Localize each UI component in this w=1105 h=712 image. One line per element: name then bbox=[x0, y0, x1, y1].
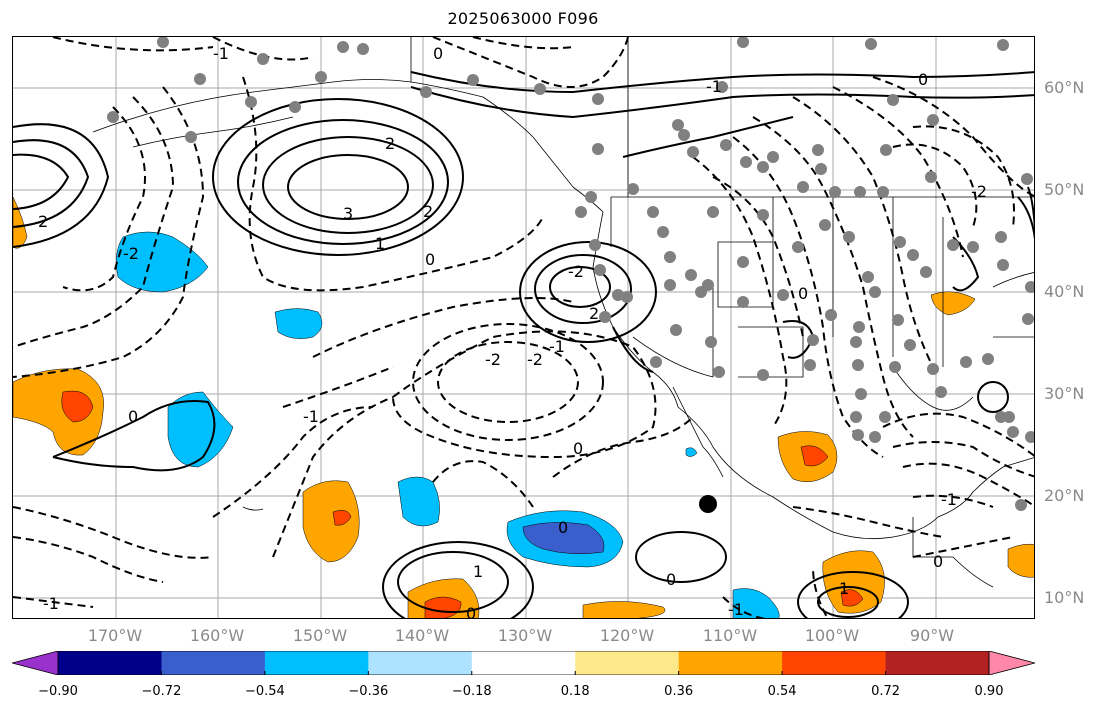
contour-label: 0 bbox=[918, 70, 928, 89]
contour-label: 0 bbox=[666, 570, 676, 589]
map-svg: -1 0 2 3 2 1 0 -2 2 -2 -1 -1 0 -2 0 -1 0… bbox=[13, 37, 1034, 619]
contour-label: -2 bbox=[527, 350, 543, 369]
lat-label: 50°N bbox=[1044, 180, 1085, 199]
colorbar-tick-label: −0.72 bbox=[141, 684, 182, 699]
lat-label: 60°N bbox=[1044, 78, 1085, 97]
lon-label: 140°W bbox=[394, 626, 450, 645]
colorbar-segment bbox=[575, 651, 680, 675]
lat-label: 10°N bbox=[1044, 588, 1085, 607]
contour-label: 2 bbox=[38, 212, 48, 231]
colorbar-segment bbox=[471, 651, 576, 675]
colorbar-tick-label: 0.36 bbox=[664, 684, 694, 699]
lat-label: 30°N bbox=[1044, 384, 1085, 403]
contour-label: -1 bbox=[43, 594, 59, 613]
contour-label: -1 bbox=[941, 490, 957, 509]
colorbar-tick-label: 0.72 bbox=[871, 684, 901, 699]
contour-label: -1 bbox=[706, 77, 722, 96]
lon-label: 90°W bbox=[909, 626, 955, 645]
contour-label: 0 bbox=[128, 407, 138, 426]
colorbar-segment bbox=[58, 651, 162, 675]
colorbar-segment bbox=[264, 651, 369, 675]
colorbar-tick-label: 0.54 bbox=[767, 684, 797, 699]
lon-label: 160°W bbox=[189, 626, 245, 645]
contour-label: 2 bbox=[423, 202, 433, 221]
colorbar-segment bbox=[161, 651, 266, 675]
lon-label: 100°W bbox=[804, 626, 860, 645]
colorbar-segment bbox=[885, 651, 990, 675]
contour-label: -2 bbox=[568, 262, 584, 281]
colorbar-tick-label: −0.18 bbox=[451, 684, 492, 699]
lon-label: 110°W bbox=[702, 626, 758, 645]
contours-positive bbox=[13, 71, 1034, 618]
lon-label: 170°W bbox=[87, 626, 143, 645]
contour-label: -1 bbox=[728, 600, 744, 619]
lat-label: 40°N bbox=[1044, 282, 1085, 301]
contour-label: 0 bbox=[466, 604, 476, 619]
coastlines bbox=[92, 37, 1034, 588]
map-panel: -1 0 2 3 2 1 0 -2 2 -2 -1 -1 0 -2 0 -1 0… bbox=[12, 36, 1035, 619]
contour-label: -2 bbox=[971, 182, 987, 201]
contour-label: -1 bbox=[303, 407, 319, 426]
contour-labels: -1 0 2 3 2 1 0 -2 2 -2 -1 -1 0 -2 0 -1 0… bbox=[38, 44, 987, 619]
contour-label: 2 bbox=[589, 304, 599, 323]
contour-label: -1 bbox=[549, 337, 565, 356]
contour-label: -1 bbox=[213, 44, 229, 63]
colorbar-tick-label: −0.90 bbox=[38, 684, 78, 699]
contour-label: 2 bbox=[385, 134, 395, 153]
colorbar-tick-label: 0.18 bbox=[560, 684, 590, 699]
colorbar-tick-label: 0.90 bbox=[974, 684, 1004, 699]
contour-label: 0 bbox=[798, 284, 808, 303]
lon-label: 120°W bbox=[599, 626, 655, 645]
contour-label: 1 bbox=[839, 579, 849, 598]
colorbar-tick-label: −0.54 bbox=[244, 684, 285, 699]
contour-label: -2 bbox=[485, 350, 501, 369]
colorbar-segment bbox=[368, 651, 473, 675]
station-dots bbox=[107, 37, 1034, 511]
contour-label: 0 bbox=[558, 518, 568, 537]
colorbar-segment bbox=[782, 651, 887, 675]
contour-label: 0 bbox=[933, 552, 943, 571]
contour-label: 3 bbox=[343, 204, 353, 223]
colorbar-extend-min bbox=[12, 651, 59, 675]
lon-label: 130°W bbox=[497, 626, 553, 645]
colorbar bbox=[12, 651, 1035, 675]
contours-negative bbox=[13, 37, 1034, 618]
contour-label: 1 bbox=[375, 234, 385, 253]
contour-label: 1 bbox=[473, 562, 483, 581]
lat-label: 20°N bbox=[1044, 486, 1085, 505]
contour-label: 0 bbox=[433, 44, 443, 63]
colorbar-tick-label: −0.36 bbox=[348, 684, 389, 699]
lon-label: 150°W bbox=[292, 626, 348, 645]
contour-label: -2 bbox=[123, 244, 139, 263]
shaded-anomalies bbox=[13, 196, 1034, 618]
feature-marker bbox=[699, 495, 717, 513]
contour-label: 0 bbox=[573, 439, 583, 458]
colorbar-segment bbox=[678, 651, 783, 675]
map-title: 2025063000 F096 bbox=[447, 9, 599, 28]
colorbar-extend-max bbox=[988, 651, 1035, 675]
contour-label: 0 bbox=[425, 250, 435, 269]
colorbar-outline bbox=[57, 651, 990, 675]
